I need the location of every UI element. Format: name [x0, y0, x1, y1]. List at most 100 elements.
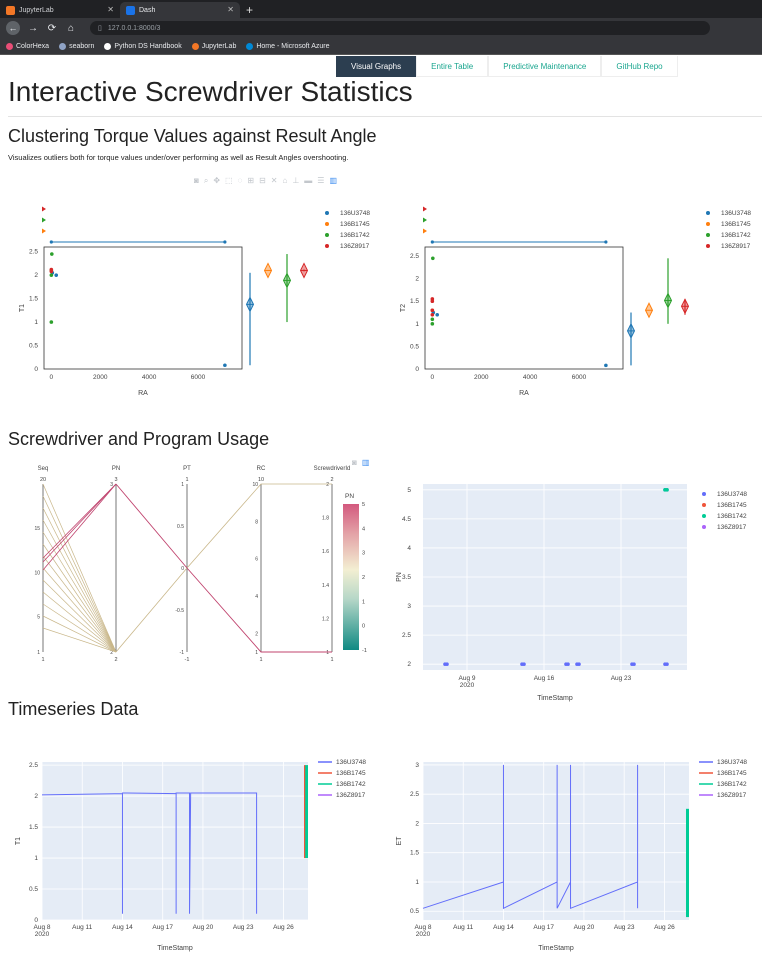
hover-closest-icon[interactable]: ▬	[304, 176, 313, 185]
close-icon[interactable]: ✕	[107, 5, 114, 14]
axis-label: RC	[257, 466, 266, 472]
tick-label: 4000	[142, 374, 157, 381]
page-info-icon[interactable]: ▯	[98, 25, 102, 32]
tick-label: 5	[37, 615, 40, 621]
jupyter-icon	[191, 42, 199, 50]
legend-label: 136U3748	[340, 210, 370, 217]
tick-label: 3	[110, 482, 113, 488]
tick-label: 10	[34, 570, 40, 576]
plot-area	[43, 246, 243, 370]
hover-compare-icon[interactable]: ☰	[317, 176, 325, 185]
tick-label: 2.5	[29, 249, 38, 256]
tick-label: 2	[415, 276, 419, 283]
zoom-out-icon[interactable]: ⊟	[259, 176, 266, 185]
range-label: -1	[185, 657, 190, 663]
range-label: 1	[330, 657, 333, 663]
tick-label: 1.8	[322, 516, 329, 522]
chart-t2-vs-ra[interactable]: 0 0.5 1 1.5 2 2.5 0 2000 4000 6000 RA T2 136U3748 136…	[381, 195, 762, 415]
camera-icon[interactable]: ◙	[194, 176, 199, 185]
tick-label: 2020	[416, 931, 431, 938]
tick-label: 0	[50, 374, 54, 381]
tick-label: 0.5	[410, 343, 419, 350]
bookmark-python-ds-handbook[interactable]: Python DS Handbook	[104, 42, 182, 50]
data-point	[223, 363, 227, 368]
range-label: 2	[330, 477, 333, 483]
tick-label: Aug 20	[574, 924, 595, 931]
box-select-icon[interactable]: ⬚	[225, 176, 233, 185]
address-bar[interactable]: ▯ 127.0.0.1:8000/3	[90, 21, 710, 35]
bookmark-colorhexa[interactable]: ColorHexa	[6, 42, 49, 50]
bookmark-azure[interactable]: Home - Microsoft Azure	[246, 42, 329, 50]
tab-visual-graphs[interactable]: Visual Graphs	[336, 56, 417, 77]
tick-label: 2	[407, 661, 411, 668]
new-tab-icon[interactable]: +	[246, 3, 254, 17]
zoom-icon[interactable]: ⌕	[203, 176, 209, 185]
reset-axes-icon[interactable]: ⌂	[282, 176, 288, 185]
legend-marker	[702, 492, 706, 496]
legend-marker	[702, 525, 706, 529]
section-title-clustering: Clustering Torque Values against Result …	[8, 126, 377, 146]
bookmark-seaborn[interactable]: seaborn	[59, 42, 94, 50]
forward-icon[interactable]: →	[28, 22, 38, 34]
tick-label: 0	[415, 366, 419, 373]
browser-toolbar: ← → ⟳ ⌂ ▯ 127.0.0.1:8000/3	[0, 18, 762, 38]
tick-label: 2.5	[410, 253, 419, 260]
back-icon[interactable]: ←	[6, 21, 20, 35]
chart-t1-vs-ra[interactable]: 0 0.5 1 1.5 2 2.5 0 2000 4000 6000 RA T1 136U3748 136…	[0, 195, 380, 415]
x-axis-title: RA	[138, 390, 148, 397]
bookmarks-bar: ColorHexa seaborn Python DS Handbook Jup…	[0, 38, 762, 55]
zoom-in-icon[interactable]: ⊞	[247, 176, 255, 185]
tick-label: 2	[326, 482, 329, 488]
parcoords-line	[42, 627, 117, 653]
tick-label: 15	[34, 526, 40, 532]
legend-label: 136B1745	[340, 221, 370, 228]
browser-tab-dash[interactable]: Dash ✕	[120, 2, 240, 18]
chart-parallel-coordinates[interactable]: Seq201151015PN3223PT1-1-1-0.500.51RC1011…	[0, 462, 380, 672]
data-point	[577, 662, 581, 666]
tab-github-repo[interactable]: GitHub Repo	[601, 56, 678, 77]
parcoords-line	[42, 495, 117, 653]
home-icon[interactable]: ⌂	[67, 22, 75, 34]
tick-label: Aug 26	[273, 924, 294, 931]
axis-label: PT	[183, 466, 191, 472]
spike-lines-icon[interactable]: ⊥	[292, 176, 300, 185]
y-axis-title: T1	[15, 837, 22, 845]
bookmark-jupyterlab[interactable]: JupyterLab	[191, 42, 236, 50]
data-point	[430, 317, 435, 322]
tick-label: Aug 17	[533, 924, 554, 931]
tab-entire-table[interactable]: Entire Table	[416, 56, 489, 77]
tick-label: -0.5	[175, 608, 184, 614]
tick-label: 4	[255, 594, 258, 600]
legend-label: 136U3748	[717, 491, 747, 498]
legend-marker	[325, 222, 329, 226]
lasso-icon[interactable]: ◌	[237, 176, 243, 185]
reload-icon[interactable]: ⟳	[47, 22, 57, 34]
marginal-box-marker	[42, 228, 46, 234]
parcoords-line	[115, 483, 332, 653]
legend-marker	[706, 211, 710, 215]
tick-label: 3	[415, 762, 419, 769]
marginal-point	[49, 240, 53, 244]
tab-predictive-maintenance[interactable]: Predictive Maintenance	[488, 56, 602, 77]
autoscale-icon[interactable]: ✕	[270, 176, 278, 185]
marginal-box-marker	[423, 217, 427, 223]
camera-icon[interactable]: ◙	[352, 458, 357, 467]
plotly-logo-icon[interactable]: ▥	[329, 176, 338, 185]
browser-tab-jupyterlab[interactable]: JupyterLab ✕	[0, 2, 120, 18]
parcoords-line	[42, 555, 117, 653]
legend-label: 136U3748	[336, 759, 366, 766]
tick-label: -1	[180, 650, 185, 656]
plotly-logo-icon[interactable]: ▥	[361, 458, 370, 467]
colorbar-tick: 0	[362, 624, 365, 630]
marginal-point	[604, 240, 608, 244]
colorbar-tick: 5	[362, 502, 365, 508]
browser-tab-bar: JupyterLab ✕ Dash ✕ +	[0, 0, 762, 18]
tick-label: 6	[255, 557, 258, 563]
pan-icon[interactable]: ✥	[213, 176, 221, 185]
colorbar-tick: 3	[362, 551, 365, 557]
marginal-box-marker	[42, 217, 46, 223]
close-icon[interactable]: ✕	[227, 5, 234, 14]
